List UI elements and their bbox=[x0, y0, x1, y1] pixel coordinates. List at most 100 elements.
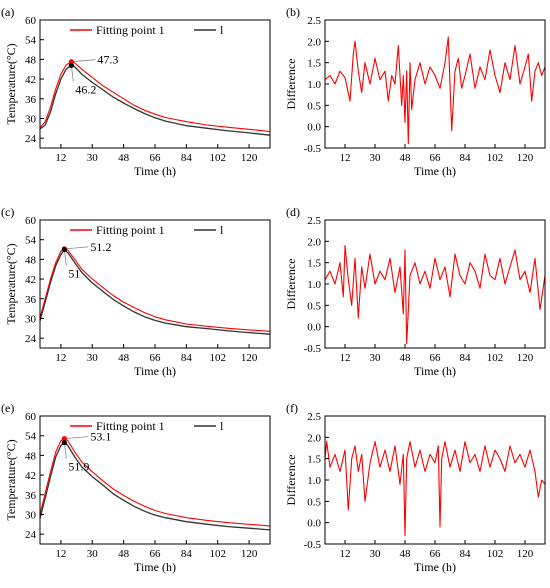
x-tick-label: 120 bbox=[241, 352, 258, 364]
x-axis-label: Time (h) bbox=[414, 364, 456, 378]
y-tick-label: 48 bbox=[25, 54, 37, 66]
x-axis-label: Time (h) bbox=[414, 164, 456, 178]
y-tick-label: -0.5 bbox=[304, 143, 322, 155]
y-tick-label: 0.5 bbox=[307, 496, 321, 508]
y-tick-label: 1.0 bbox=[307, 475, 321, 487]
y-tick-label: 0.0 bbox=[307, 322, 321, 334]
panel-label: (d) bbox=[286, 205, 300, 219]
annotation-leader bbox=[64, 246, 89, 250]
x-tick-label: 102 bbox=[209, 352, 226, 364]
chart-panel-3: 12 30 48 66 84 102 120 24 30 36 42 48 54 60 Time (h) Te… bbox=[1, 205, 271, 378]
y-axis-label: Difference bbox=[284, 454, 298, 505]
y-axis-label: Difference bbox=[284, 258, 298, 309]
x-tick-label: 84 bbox=[460, 548, 472, 560]
y-tick-label: 1.5 bbox=[307, 58, 321, 70]
y-tick-label: 1.5 bbox=[307, 454, 321, 466]
chart-panel-5: 12 30 48 66 84 102 120 24 30 36 42 48 54 60 Time (h) Te… bbox=[1, 401, 271, 574]
y-tick-label: 24 bbox=[25, 133, 37, 145]
legend-label-fitting: Fitting point 1 bbox=[96, 23, 165, 37]
x-tick-label: 66 bbox=[150, 548, 162, 560]
annotation-leader bbox=[64, 436, 89, 440]
peak-value-label: 53.1 bbox=[90, 430, 111, 444]
peak-value-label: 51.9 bbox=[68, 460, 89, 474]
y-axis-label: Temperature(°C) bbox=[4, 243, 18, 324]
x-tick-label: 66 bbox=[430, 352, 442, 364]
x-tick-label: 84 bbox=[460, 152, 472, 164]
x-tick-label: 102 bbox=[487, 548, 504, 560]
x-tick-label: 48 bbox=[118, 548, 130, 560]
x-tick-label: 84 bbox=[181, 352, 193, 364]
x-tick-label: 120 bbox=[517, 152, 534, 164]
x-tick-label: 102 bbox=[209, 548, 226, 560]
x-axis-label: Time (h) bbox=[134, 560, 176, 574]
y-tick-label: 2.0 bbox=[307, 236, 321, 248]
y-tick-label: 60 bbox=[25, 411, 37, 423]
y-tick-label: 48 bbox=[25, 450, 37, 462]
annotation-leader bbox=[63, 442, 67, 459]
y-tick-label: 0.0 bbox=[307, 122, 321, 134]
plot-frame bbox=[324, 415, 546, 545]
y-axis-label: Temperature(°C) bbox=[4, 43, 18, 124]
x-tick-label: 120 bbox=[517, 548, 534, 560]
plot-frame bbox=[324, 219, 546, 349]
y-tick-label: 24 bbox=[25, 529, 37, 541]
measured-peak-marker bbox=[61, 246, 67, 253]
peak-value-label: 47.3 bbox=[97, 53, 118, 67]
measured-series-line bbox=[39, 441, 271, 531]
x-tick-label: 12 bbox=[340, 548, 351, 560]
x-tick-label: 102 bbox=[487, 152, 504, 164]
legend-label-fitting: Fitting point 1 bbox=[96, 223, 165, 237]
x-tick-label: 48 bbox=[400, 352, 412, 364]
y-tick-label: 60 bbox=[25, 215, 37, 227]
y-axis-label: Temperature(°C) bbox=[4, 439, 18, 520]
panel-label: (f) bbox=[286, 401, 298, 415]
x-tick-label: 30 bbox=[87, 152, 99, 164]
chart-panel-6: 12 30 48 66 84 102 120 -0.5 0.0 0.5 1.0 1.5 2.0 2.5 Ti… bbox=[284, 401, 546, 574]
annotation-leader bbox=[70, 65, 74, 82]
y-axis-label: Difference bbox=[284, 58, 298, 109]
x-tick-label: 30 bbox=[370, 152, 382, 164]
panel-label: (a) bbox=[1, 5, 14, 19]
y-tick-label: -0.5 bbox=[304, 539, 322, 551]
y-tick-label: 1.0 bbox=[307, 79, 321, 91]
y-tick-label: 60 bbox=[25, 15, 37, 27]
peak-value-label: 51.2 bbox=[90, 240, 111, 254]
x-tick-label: 120 bbox=[241, 548, 258, 560]
x-tick-label: 12 bbox=[340, 152, 351, 164]
x-tick-label: 48 bbox=[400, 152, 412, 164]
chart-panel-2: 12 30 48 66 84 102 120 -0.5 0.0 0.5 1.0 1.5 2.0 2.5 Ti… bbox=[284, 5, 546, 178]
x-tick-label: 48 bbox=[118, 352, 130, 364]
annotation-leader bbox=[63, 249, 67, 266]
y-tick-label: 2.0 bbox=[307, 36, 321, 48]
x-axis-label: Time (h) bbox=[134, 364, 176, 378]
y-tick-label: 1.0 bbox=[307, 279, 321, 291]
fitting-peak-marker bbox=[61, 436, 67, 442]
legend-label-measured: l bbox=[220, 23, 224, 37]
x-tick-label: 12 bbox=[55, 152, 66, 164]
y-tick-label: 54 bbox=[25, 35, 37, 47]
peak-value-label: 46.2 bbox=[75, 82, 96, 96]
y-tick-label: 1.5 bbox=[307, 258, 321, 270]
x-axis-label: Time (h) bbox=[414, 560, 456, 574]
x-tick-label: 66 bbox=[430, 152, 442, 164]
x-tick-label: 66 bbox=[430, 548, 442, 560]
fitting-peak-marker bbox=[68, 59, 74, 65]
legend-label-measured: l bbox=[220, 419, 224, 433]
y-tick-label: 0.5 bbox=[307, 300, 321, 312]
y-tick-label: 30 bbox=[25, 113, 37, 125]
x-tick-label: 30 bbox=[87, 352, 99, 364]
x-tick-label: 102 bbox=[487, 352, 504, 364]
y-tick-label: -0.5 bbox=[304, 343, 322, 355]
y-tick-label: 36 bbox=[25, 94, 37, 106]
x-tick-label: 30 bbox=[370, 352, 382, 364]
y-tick-label: 54 bbox=[25, 235, 37, 247]
measured-peak-marker bbox=[61, 439, 67, 446]
x-tick-label: 12 bbox=[55, 548, 66, 560]
difference-series-line bbox=[324, 245, 546, 345]
y-tick-label: 24 bbox=[25, 333, 37, 345]
y-tick-label: 2.5 bbox=[307, 215, 321, 227]
measured-series-line bbox=[39, 64, 271, 136]
fitting-series-line bbox=[39, 61, 271, 133]
x-tick-label: 12 bbox=[340, 352, 351, 364]
panel-label: (b) bbox=[286, 5, 300, 19]
